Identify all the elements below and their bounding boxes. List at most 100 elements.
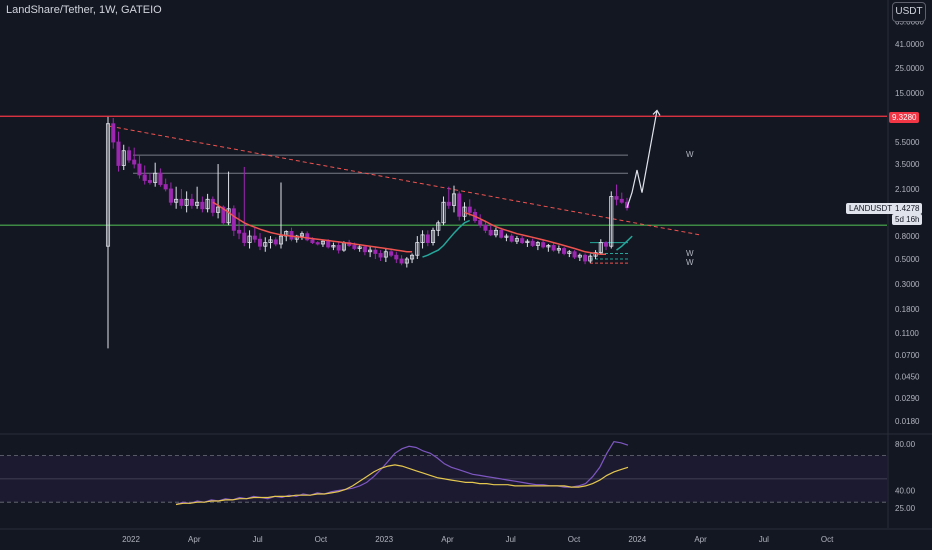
candle-body (168, 188, 173, 203)
candle-body (441, 201, 446, 224)
y-tick-label: 0.0290 (895, 394, 920, 403)
candle-body (420, 234, 425, 243)
chart-title: LandShare/Tether, 1W, GATEIO (6, 4, 162, 16)
candle-body (137, 163, 142, 176)
candle-body (394, 254, 399, 260)
y-tick-label: 5.5000 (895, 138, 920, 147)
last-price-tag: 1.4278 (892, 203, 923, 214)
candle-body (126, 150, 131, 161)
candle-body (237, 229, 242, 234)
candle-body (331, 245, 336, 248)
candle-body (619, 198, 624, 203)
candle-body (305, 233, 310, 241)
rsi-y-tick-label: 25.00 (895, 504, 916, 513)
candle-body (478, 220, 483, 226)
candle-body (132, 159, 137, 165)
candle-body (357, 246, 362, 249)
moving-average-line (212, 201, 606, 256)
candle-body (153, 172, 158, 183)
candle-body (562, 248, 567, 254)
y-tick-label: 0.0450 (895, 372, 920, 381)
y-tick-label: 0.0700 (895, 351, 920, 360)
candle-body (368, 249, 373, 253)
candle-body (504, 235, 509, 238)
candle-body (389, 251, 394, 256)
candle-body (530, 240, 535, 246)
candle-body (572, 251, 577, 258)
y-tick-label: 25.0000 (895, 64, 924, 73)
candle-body (546, 245, 551, 248)
candle-body (111, 123, 116, 143)
x-tick-label: Apr (188, 535, 201, 544)
candle-body (535, 242, 540, 246)
candle-body (404, 258, 409, 264)
candle-body (462, 206, 467, 217)
candle-body (189, 198, 194, 206)
annotation-label: W (686, 150, 694, 159)
candle-body (352, 245, 357, 249)
candle-body (467, 206, 472, 213)
candle-body (268, 239, 273, 243)
annotation-label: W (686, 249, 694, 258)
candle-body (520, 238, 525, 243)
candle-body (588, 255, 593, 262)
candle-body (556, 248, 561, 251)
candle-body (551, 245, 556, 251)
candle-body (604, 242, 609, 247)
candle-body (263, 242, 268, 247)
candle-body (451, 193, 457, 206)
candle-body (258, 238, 263, 247)
annotation-label: W (686, 258, 694, 267)
candle-body (278, 235, 284, 245)
candle-body (362, 246, 367, 253)
candle-body (410, 254, 415, 260)
x-tick-label: Oct (821, 535, 834, 544)
candle-body (310, 239, 315, 243)
projection-arrowhead (652, 109, 661, 116)
x-tick-label: Apr (441, 535, 454, 544)
projection-path (626, 110, 658, 208)
candle-body (158, 172, 163, 185)
candle-body (200, 201, 205, 210)
y-tick-label: 0.8000 (895, 232, 920, 241)
candle-body (205, 198, 210, 210)
y-tick-label: 2.1000 (895, 185, 920, 194)
candle-body (488, 229, 493, 236)
currency-button[interactable]: USDT (892, 2, 926, 22)
x-tick-label: Jul (759, 535, 769, 544)
rsi-series-line (175, 464, 629, 506)
candle-body (493, 229, 498, 236)
candle-body (142, 174, 147, 181)
y-tick-label: 0.3000 (895, 280, 920, 289)
candle-body (210, 198, 215, 213)
candle-body (315, 242, 320, 245)
x-tick-label: Apr (694, 535, 707, 544)
candle-body (221, 206, 226, 224)
trendline (109, 125, 701, 236)
y-tick-label: 3.5000 (895, 160, 920, 169)
candle-body (273, 239, 278, 245)
y-tick-label: 0.1100 (895, 329, 919, 338)
candle-body (457, 193, 462, 217)
symbol-tag: LANDUSDT (846, 203, 896, 214)
candle-body (499, 229, 504, 238)
candle-body (163, 184, 168, 190)
rsi-pane: 80.00 40.00 25.00 (0, 440, 916, 513)
rsi-y-tick-label: 40.00 (895, 487, 916, 496)
moving-average-line (422, 219, 633, 258)
candle-body (179, 198, 184, 206)
candle-body (174, 198, 179, 203)
candle-body (378, 253, 383, 258)
candle-body (320, 240, 325, 245)
candle-body (446, 201, 451, 206)
candle-body (415, 242, 420, 256)
candle-body (614, 196, 619, 200)
candle-body (195, 201, 200, 206)
candle-body (373, 249, 378, 254)
candle-body (105, 123, 111, 247)
y-tick-label: 41.0000 (895, 40, 924, 49)
y-tick-label: 0.0180 (895, 417, 920, 426)
candle-body (216, 206, 221, 213)
candle-body (541, 242, 546, 248)
